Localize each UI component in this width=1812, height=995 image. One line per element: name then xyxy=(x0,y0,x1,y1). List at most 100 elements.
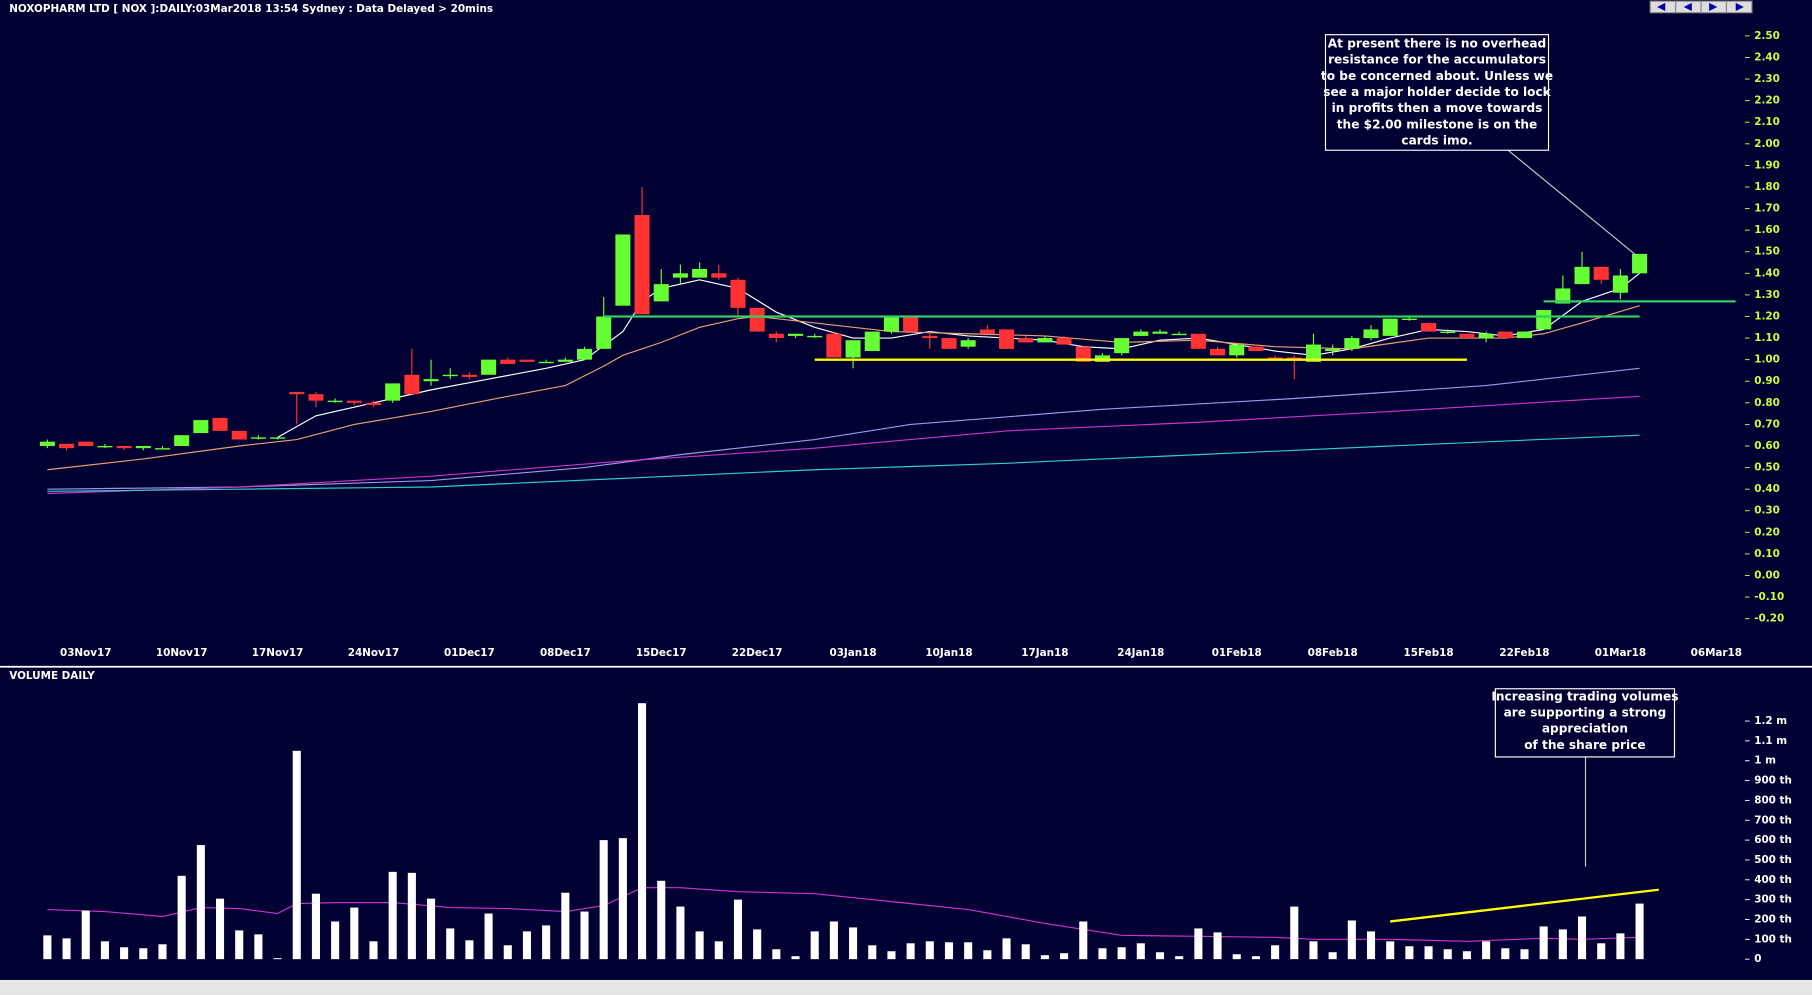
annotation-text: are supporting a strong xyxy=(1504,706,1667,720)
y-tick-label: 0.50 xyxy=(1754,462,1780,474)
volume-annotation: Increasing trading volumes are supporting… xyxy=(1491,688,1678,867)
volume-bar xyxy=(1462,951,1471,960)
y-tick-label: 800 th xyxy=(1754,794,1792,806)
x-tick-label: 15Dec17 xyxy=(636,647,687,659)
volume-bar xyxy=(1021,944,1030,960)
y-tick-label: 2.20 xyxy=(1754,95,1780,107)
volume-bar xyxy=(561,892,570,960)
candle-body xyxy=(538,361,554,364)
volume-bar xyxy=(254,934,263,960)
annotation-text: Increasing trading volumes xyxy=(1491,689,1678,703)
x-tick-label: 22Dec17 xyxy=(732,647,783,659)
y-tick-label: 1 m xyxy=(1754,755,1776,767)
volume-bar xyxy=(657,880,666,960)
x-tick-label: 15Feb18 xyxy=(1404,647,1454,659)
candle-body xyxy=(807,335,823,338)
last-icon xyxy=(1735,2,1744,11)
next-icon xyxy=(1709,2,1718,11)
candle-body xyxy=(1421,322,1437,332)
candle-body xyxy=(1037,338,1053,343)
y-tick-label: 1.70 xyxy=(1754,203,1780,215)
y-tick-label: 1.00 xyxy=(1754,354,1780,366)
candle-body xyxy=(461,374,477,377)
volume-bar xyxy=(1577,916,1587,960)
candle-body xyxy=(845,340,861,358)
candle-body xyxy=(864,331,880,352)
candle-body xyxy=(749,307,765,332)
x-tick-label: 24Jan18 xyxy=(1117,647,1164,659)
candle-body xyxy=(999,329,1015,349)
candle-body xyxy=(135,445,151,449)
candle-body xyxy=(1593,266,1609,280)
candle-body xyxy=(653,284,669,302)
volume-bar xyxy=(887,951,896,960)
y-tick-label: 0.40 xyxy=(1754,483,1780,495)
annotation-text: see a major holder decide to lock xyxy=(1323,85,1551,99)
y-tick-label: 1.80 xyxy=(1754,181,1780,193)
candle-body xyxy=(634,215,650,315)
x-tick-label: 10Jan18 xyxy=(925,647,972,659)
y-tick-label: 2.10 xyxy=(1754,116,1780,128)
y-tick-label: 0.10 xyxy=(1754,548,1780,560)
candle-body xyxy=(1056,338,1072,345)
volume-bar xyxy=(100,941,109,960)
volume-bar xyxy=(868,945,877,960)
volume-bar xyxy=(1520,949,1529,960)
x-tick-label: 06Mar18 xyxy=(1691,647,1742,659)
candle-body xyxy=(1229,344,1245,356)
candle-body xyxy=(500,359,516,364)
candle-body xyxy=(960,340,976,347)
x-tick-label: 01Mar18 xyxy=(1595,647,1646,659)
y-tick-label: 600 th xyxy=(1754,834,1792,846)
y-tick-label: 1.1 m xyxy=(1754,735,1787,747)
volume-bar xyxy=(1194,928,1203,960)
volume-bar xyxy=(599,840,608,960)
volume-bar xyxy=(695,931,704,960)
volume-bar xyxy=(1251,956,1260,960)
volume-bar xyxy=(139,948,148,960)
volume-bar xyxy=(1366,931,1376,960)
volume-bar xyxy=(1002,938,1011,960)
volume-bar xyxy=(1635,903,1644,960)
volume-bar xyxy=(1597,943,1606,960)
candle-body xyxy=(672,273,688,278)
annotation-text: the $2.00 milestone is on the xyxy=(1337,117,1537,131)
indicator-line xyxy=(47,887,1640,942)
volume-bar xyxy=(925,941,934,960)
y-tick-label: 500 th xyxy=(1754,854,1792,866)
x-tick-label: 17Nov17 xyxy=(252,647,304,659)
volume-bar xyxy=(407,872,416,960)
candle-body xyxy=(1401,318,1417,321)
volume-bar xyxy=(1136,943,1145,960)
volume-bar xyxy=(1309,941,1318,960)
x-tick-label: 01Dec17 xyxy=(444,647,495,659)
candle-body xyxy=(404,374,420,395)
volume-bar xyxy=(1117,947,1126,960)
candle-body xyxy=(1632,253,1648,274)
candle-body xyxy=(1152,331,1168,334)
annotation-text: of the share price xyxy=(1524,738,1645,752)
volume-bar xyxy=(1175,956,1184,960)
volume-bar xyxy=(522,931,532,960)
x-tick-label: 22Feb18 xyxy=(1499,647,1549,659)
y-tick-label: 0.90 xyxy=(1754,375,1780,387)
volume-bar xyxy=(791,956,800,960)
y-tick-label: 700 th xyxy=(1754,814,1792,826)
candle-body xyxy=(59,443,75,449)
volume-bar xyxy=(772,949,781,960)
candle-body xyxy=(116,445,132,449)
y-tick-label: 1.30 xyxy=(1754,289,1780,301)
volume-bar xyxy=(1558,929,1567,960)
volume-bar xyxy=(350,907,359,960)
annotation-pointer xyxy=(1507,149,1637,256)
volume-bar xyxy=(465,940,474,960)
annotation-text: At present there is no overhead xyxy=(1328,36,1546,50)
volume-bar xyxy=(1060,953,1069,960)
volume-bar xyxy=(1386,941,1395,960)
y-tick-label: 1.50 xyxy=(1754,246,1780,258)
y-tick-label: 0.60 xyxy=(1754,440,1780,452)
volume-bar xyxy=(638,703,647,960)
y-tick-label: -0.20 xyxy=(1754,613,1784,625)
chart-title: NOXOPHARM LTD [ NOX ]:DAILY:03Mar2018 13… xyxy=(9,3,493,15)
volume-bar xyxy=(1290,906,1299,960)
